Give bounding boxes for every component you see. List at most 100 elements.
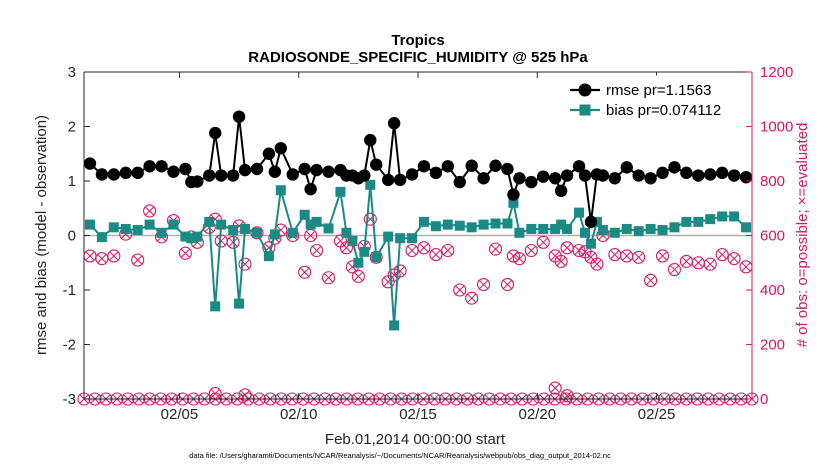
obs-point [512,252,526,266]
rmse-point [232,110,246,123]
y-tick-label-right: 800 [760,173,785,190]
obs-point [536,235,550,249]
obs-point [739,260,753,274]
bias-line [89,184,747,326]
rmse-point [119,166,132,180]
obs-marker-cross [645,275,656,286]
bias-point [84,219,95,230]
obs-marker-circle [548,381,562,395]
bias-point [359,246,370,257]
bias-point [305,219,316,230]
bias-point [347,235,358,246]
obs-marker-cross [144,206,155,216]
bias-point [526,223,537,234]
rmse-series [83,110,753,229]
legend-rmse-marker [578,83,592,97]
obs-point [691,256,705,270]
bias-point [502,218,513,229]
rmse-point [387,117,401,130]
obs-marker-circle [506,249,520,263]
obs-point [590,257,604,271]
rmse-point [214,169,228,182]
y-tick-label-right: 0 [760,391,768,408]
bias-point [597,225,608,236]
bias-point [705,214,716,225]
rmse-point [381,173,395,187]
rmse-point [578,169,592,182]
rmse-point [489,159,502,172]
obs-point [477,277,491,292]
obs-marker-cross [633,252,644,263]
bias-point [562,223,573,234]
obs-marker-circle [727,252,741,266]
obs-marker-cross [431,249,441,260]
obs-marker-circle [644,273,658,288]
rmse-point [727,169,741,182]
rmse-point [417,160,431,173]
obs-marker-cross [717,249,728,260]
rmse-point [656,166,669,180]
rmse-point [739,170,753,184]
bias-point [389,320,400,331]
bias-point [609,227,620,238]
rmse-point [179,162,192,176]
obs-zero-point [238,388,252,402]
obs-point [107,249,121,263]
rmse-point [203,169,216,182]
obs-marker-cross [442,245,453,256]
obs-marker-circle [453,283,467,297]
y-tick-label-left: -3 [63,391,76,408]
obs-marker-cross [681,256,692,267]
obs-point [453,283,467,297]
obs-marker-circle [238,257,252,271]
obs-zero-point [548,381,562,395]
obs-marker-circle [351,269,365,283]
rmse-point [554,184,568,198]
obs-marker-circle [655,249,670,263]
rmse-point [507,188,520,201]
y-axis-label-left: rmse and bias (model - observation) [33,115,50,355]
rmse-point [501,162,514,176]
rmse-point [596,169,610,182]
y-tick-label-right: 1000 [760,119,793,136]
x-tick-label: 02/20 [519,406,557,423]
obs-marker-cross [353,271,364,282]
obs-marker-circle [524,243,538,258]
obs-marker-cross [216,236,227,246]
obs-marker-circle [715,248,729,262]
bias-point [234,298,245,309]
bias-point [538,223,549,234]
obs-point [405,243,419,258]
bias-point [383,231,394,242]
rmse-point [286,168,299,181]
obs-point [655,249,670,263]
rmse-point [572,160,586,173]
rmse-point [465,159,478,172]
bias-point [251,227,262,238]
rmse-point [304,182,317,196]
obs-marker-cross [502,279,513,290]
bias-point [168,219,179,230]
bias-point [311,216,322,227]
obs-point [715,248,729,262]
rmse-point [262,147,276,160]
legend-bias-label: bias pr=0.074112 [606,102,721,119]
obs-marker-circle [465,291,479,305]
bias-point [645,223,656,234]
obs-point [178,246,192,260]
rmse-point [95,168,109,181]
bias-point [574,207,585,218]
rmse-point [209,126,222,140]
rmse-point [226,169,240,182]
bias-point [186,233,197,244]
bias-point [490,218,501,229]
rmse-point [584,215,598,229]
bias-point [120,223,131,234]
obs-marker-cross [490,244,501,254]
obs-point [321,271,336,285]
rmse-point [620,161,633,174]
y-tick-label-left: -1 [63,282,76,299]
obs-marker-cross [621,251,632,261]
obs-marker-circle [477,277,491,292]
bias-point [96,232,107,243]
